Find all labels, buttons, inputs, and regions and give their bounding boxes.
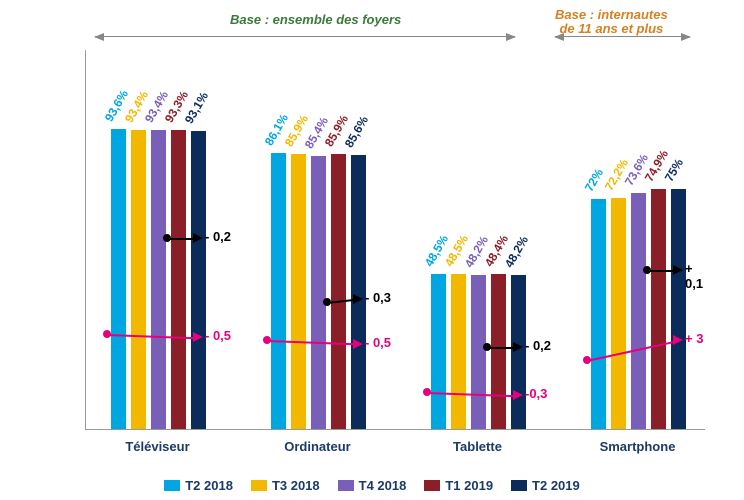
trend-dot [423,388,431,396]
subtitle-right: Base : internautesde 11 ans et plus [555,8,668,37]
legend-item-t1_2019: T1 2019 [424,478,493,493]
trend-label: + 3 [685,331,703,346]
legend-item-t2_2018: T2 2018 [164,478,233,493]
bar-tablette-t2_2019 [511,275,526,429]
legend-label: T2 2019 [532,478,580,493]
legend-item-t2_2019: T2 2019 [511,478,580,493]
trend-label: - 0,2 [525,338,551,353]
trend-arrow [513,390,523,400]
trend-label: + 0,1 [685,261,705,291]
trend-arrow [193,332,203,342]
trend-arrow [673,265,683,275]
bar-televiseur-t3_2018 [131,130,146,429]
y-axis [85,50,86,430]
trend-dot [163,234,171,242]
trend-arrow [513,342,523,352]
trend-label: - 0,2 [205,229,231,244]
legend-swatch [511,480,527,491]
chart-header: Base : ensemble des foyers Base : intern… [0,8,744,48]
category-smartphone: 72%72,2%73,6%74,9%75%Smartphone [575,50,700,430]
trend-label: - 0,5 [365,335,391,350]
bar-smartphone-t2_2019 [671,189,686,429]
bar-chart: 93,6%93,4%93,4%93,3%93,1%Téléviseur86,1%… [85,50,705,430]
bar-smartphone-t1_2019 [651,189,666,429]
legend-label: T4 2018 [359,478,407,493]
bar-televiseur-t1_2019 [171,130,186,429]
legend-swatch [164,480,180,491]
bar-smartphone-t3_2018 [611,198,626,429]
bar-ordinateur-t2_2018 [271,153,286,429]
bar-tablette-t2_2018 [431,274,446,429]
scope-arrow-left [95,36,515,37]
bar-televiseur-t4_2018 [151,130,166,429]
trend-line [167,238,195,240]
legend-label: T2 2018 [185,478,233,493]
bar-tablette-t4_2018 [471,275,486,429]
category-label: Ordinateur [255,439,380,454]
trend-arrow [673,335,683,345]
legend: T2 2018 T3 2018 T4 2018 T1 2019 T2 2019 [0,478,744,494]
bar-smartphone-t2_2018 [591,199,606,429]
trend-dot [483,343,491,351]
category-label: Smartphone [575,439,700,454]
trend-line [487,347,515,349]
trend-arrow [193,233,203,243]
legend-item-t3_2018: T3 2018 [251,478,320,493]
bar-televiseur-t2_2019 [191,131,206,429]
bar-value-label: 72% [582,166,606,194]
scope-arrow-right [555,36,690,37]
legend-label: T3 2018 [272,478,320,493]
trend-dot [323,298,331,306]
category-tablette: 48,5%48,5%48,2%48,4%48,2%Tablette [415,50,540,430]
bar-tablette-t3_2018 [451,274,466,429]
legend-swatch [338,480,354,491]
bar-ordinateur-t4_2018 [311,156,326,429]
bar-smartphone-t4_2018 [631,193,646,429]
legend-item-t4_2018: T4 2018 [338,478,407,493]
category-label: Tablette [415,439,540,454]
bar-tablette-t1_2019 [491,274,506,429]
trend-dot [583,356,591,364]
bar-ordinateur-t3_2018 [291,154,306,429]
trend-label: -0,3 [525,386,547,401]
bar-ordinateur-t2_2019 [351,155,366,429]
trend-dot [263,336,271,344]
subtitle-left: Base : ensemble des foyers [230,12,401,27]
trend-label: - 0,5 [205,328,231,343]
trend-arrow [353,294,363,304]
trend-arrow [353,339,363,349]
bar-televiseur-t2_2018 [111,129,126,429]
trend-label: - 0,3 [365,290,391,305]
legend-swatch [424,480,440,491]
legend-label: T1 2019 [445,478,493,493]
trend-dot [103,330,111,338]
trend-dot [643,266,651,274]
legend-swatch [251,480,267,491]
trend-line [647,270,675,272]
category-ordinateur: 86,1%85,9%85,4%85,9%85,6%Ordinateur [255,50,380,430]
bar-ordinateur-t1_2019 [331,154,346,429]
category-label: Téléviseur [95,439,220,454]
